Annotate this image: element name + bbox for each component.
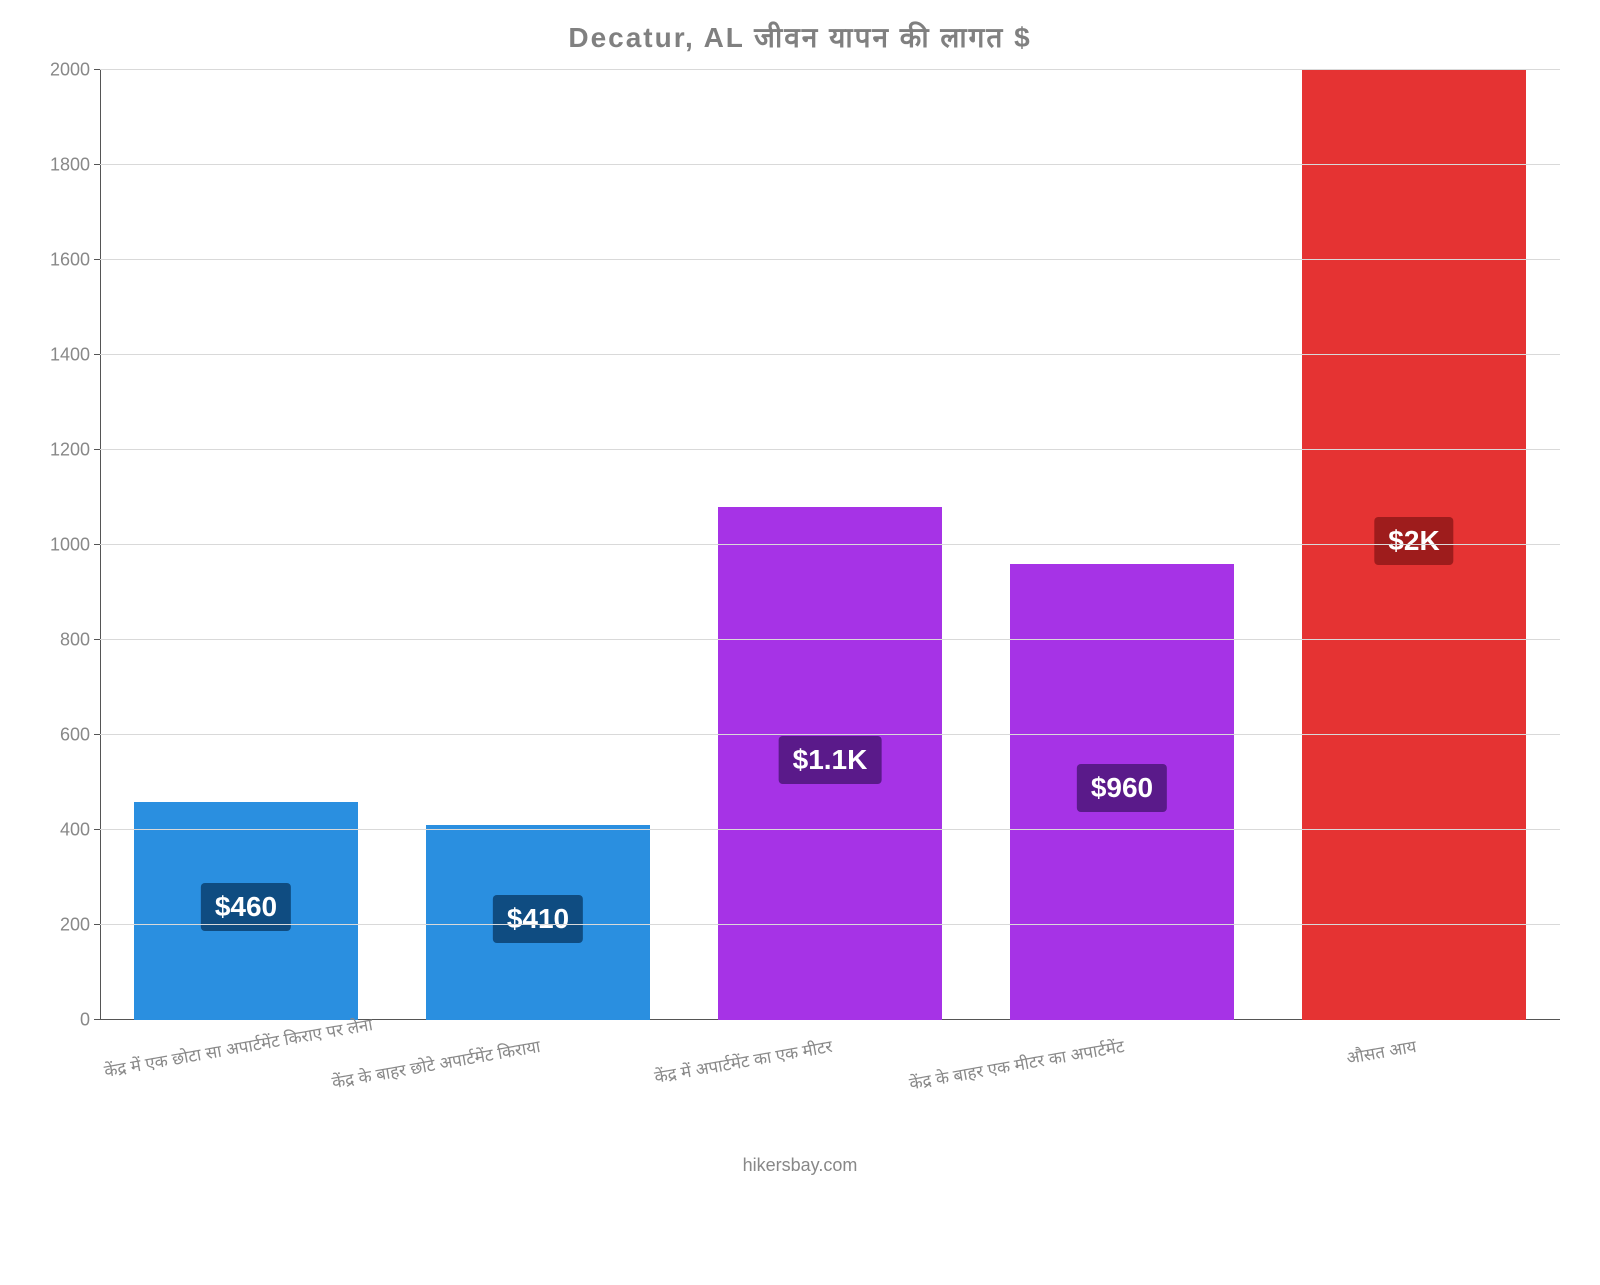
bar: $410: [426, 825, 651, 1020]
bar: $2K: [1302, 70, 1527, 1020]
chart-title: Decatur, AL जीवन यापन की लागत $: [0, 18, 1600, 56]
grid-line: [100, 544, 1560, 545]
grid-line: [100, 449, 1560, 450]
y-tick-label: 400: [60, 820, 90, 841]
grid-line: [100, 639, 1560, 640]
y-tick-label: 0: [80, 1010, 90, 1031]
bar-value-label: $960: [1077, 764, 1167, 812]
y-tick-mark: [94, 259, 100, 260]
y-tick-mark: [94, 354, 100, 355]
y-tick-mark: [94, 544, 100, 545]
y-tick-label: 200: [60, 915, 90, 936]
bar: $460: [134, 802, 359, 1021]
y-tick-label: 1400: [50, 345, 90, 366]
y-tick-label: 2000: [50, 60, 90, 81]
bar-value-label: $1.1K: [779, 736, 882, 784]
chart-container: Decatur, AL जीवन यापन की लागत $ $460 $410…: [0, 0, 1600, 1200]
y-tick-mark: [94, 924, 100, 925]
bar-value-label: $410: [493, 895, 583, 943]
bar: $960: [1010, 564, 1235, 1020]
y-tick-label: 1800: [50, 155, 90, 176]
plot-area: $460$410$1.1K$960$2K 0200400600800100012…: [100, 70, 1560, 1020]
grid-line: [100, 354, 1560, 355]
y-tick-mark: [94, 639, 100, 640]
grid-line: [100, 259, 1560, 260]
grid-line: [100, 164, 1560, 165]
y-tick-label: 800: [60, 630, 90, 651]
bars-wrapper: $460 $410 $1.1K $960 $2K: [100, 70, 1560, 1020]
y-tick-mark: [94, 734, 100, 735]
bar: $1.1K: [718, 507, 943, 1020]
y-tick-mark: [94, 829, 100, 830]
grid-line: [100, 924, 1560, 925]
x-tick-label: केंद्र में एक छोटा सा अपार्टमेंट किराए प…: [102, 1034, 250, 1082]
y-tick-mark: [94, 449, 100, 450]
y-tick-label: 1600: [50, 250, 90, 271]
y-tick-label: 600: [60, 725, 90, 746]
grid-line: [100, 829, 1560, 830]
grid-line: [100, 69, 1560, 70]
bar-value-label: $2K: [1374, 517, 1453, 565]
grid-line: [100, 734, 1560, 735]
y-tick-mark: [94, 69, 100, 70]
attribution-text: hikersbay.com: [0, 1155, 1600, 1176]
y-tick-mark: [94, 164, 100, 165]
y-tick-label: 1200: [50, 440, 90, 461]
y-tick-mark: [94, 1019, 100, 1020]
y-tick-label: 1000: [50, 535, 90, 556]
